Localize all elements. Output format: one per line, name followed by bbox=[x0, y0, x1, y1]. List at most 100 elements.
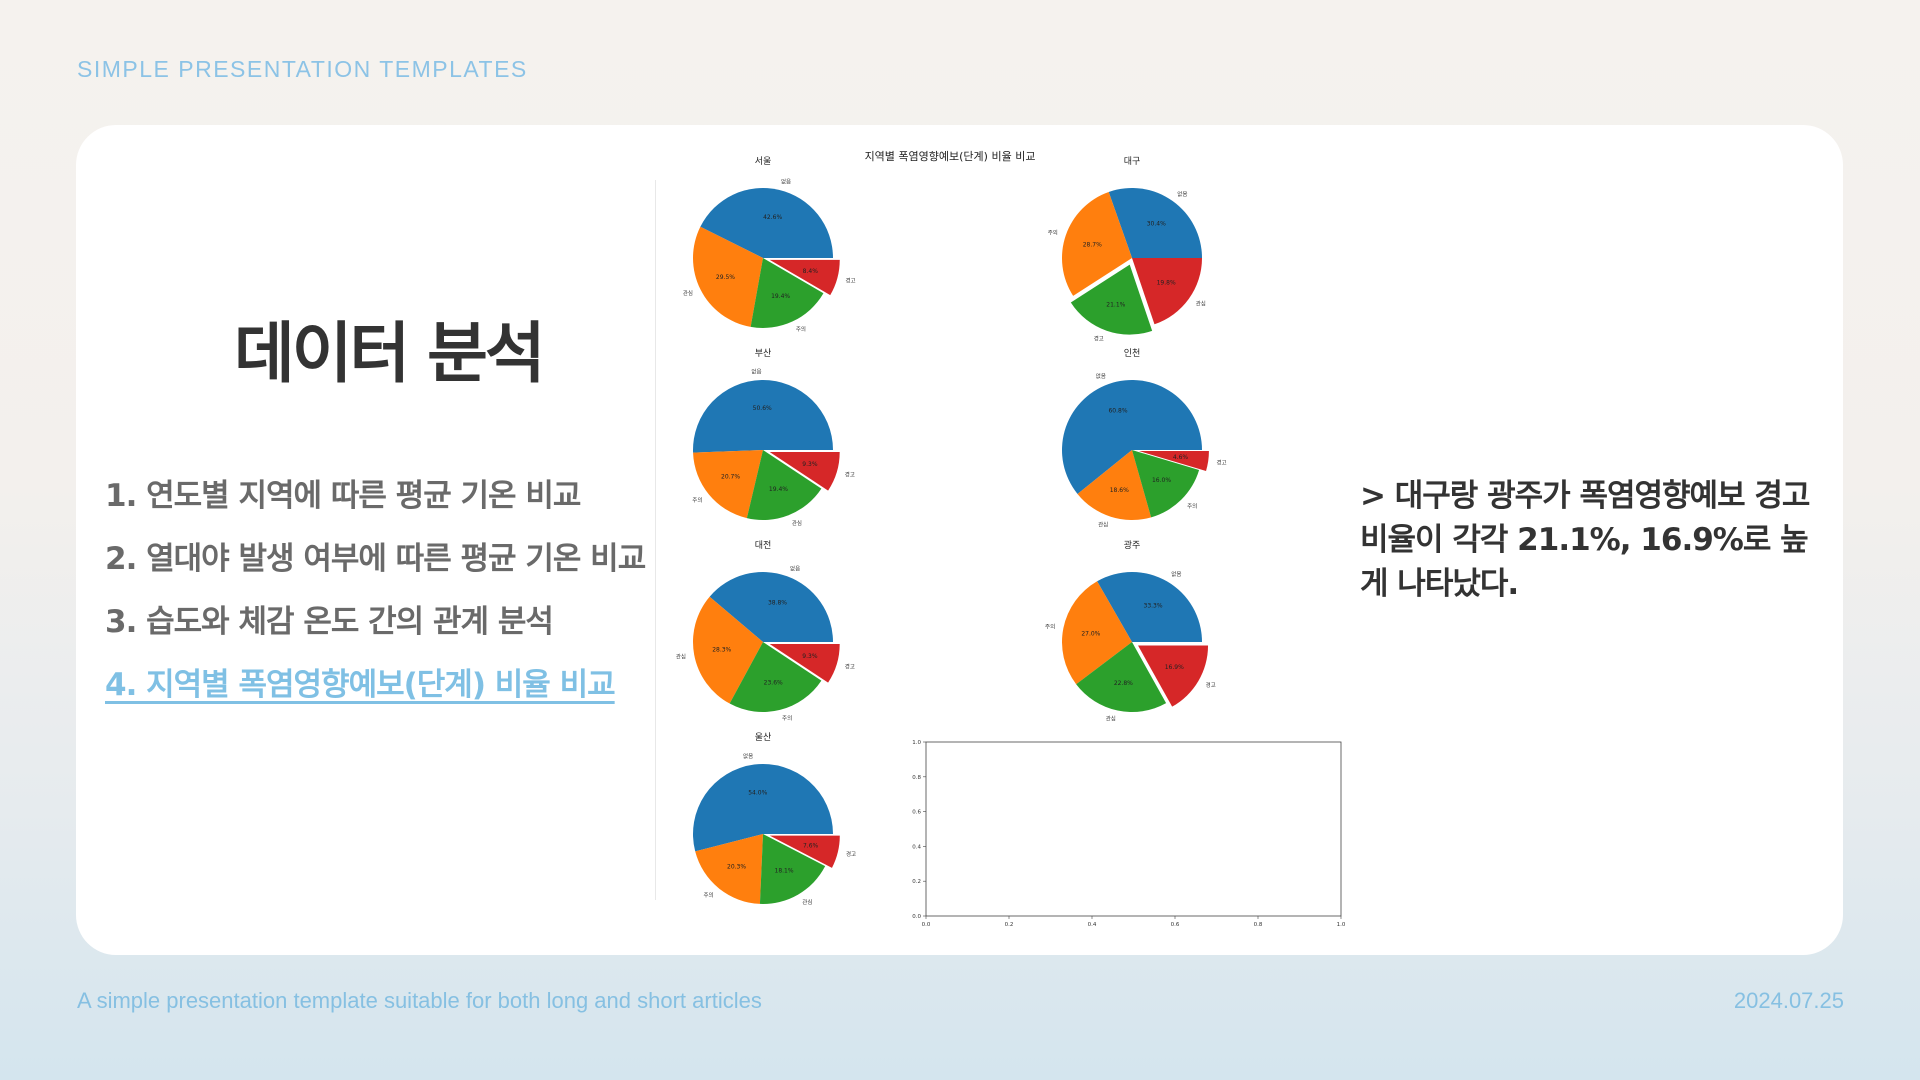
slice-percent: 27.0% bbox=[1081, 631, 1100, 638]
slice-label: 경고 bbox=[1094, 336, 1104, 343]
pie-slice bbox=[1132, 258, 1202, 325]
slice-label: 관심 bbox=[1106, 715, 1116, 723]
slice-label: 주의 bbox=[796, 326, 806, 333]
slice-percent: 29.5% bbox=[716, 274, 735, 281]
slice-percent: 60.8% bbox=[1108, 407, 1127, 414]
slice-percent: 23.6% bbox=[764, 680, 783, 687]
slice-label: 경고 bbox=[1217, 459, 1227, 466]
slice-label: 경고 bbox=[845, 664, 855, 671]
x-tick-label: 0.0 bbox=[922, 922, 931, 928]
pie-title: 대전 bbox=[755, 540, 772, 551]
agenda-item-1[interactable]: 1. 연도별 지역에 따른 평균 기온 비교 bbox=[105, 478, 581, 514]
slide-title: 데이터 분석 bbox=[234, 315, 546, 392]
slice-label: 관심 bbox=[1196, 300, 1206, 308]
y-tick-label: 0.6 bbox=[912, 810, 921, 816]
slice-label: 경고 bbox=[845, 472, 855, 479]
slice-label: 경고 bbox=[1206, 682, 1216, 689]
pie-slice bbox=[709, 572, 833, 642]
slice-label: 없음 bbox=[1171, 570, 1181, 578]
pie-3: 부산 50.6% 없음 20.7% 주의 19.4% 관심 9.3% 경고 bbox=[692, 348, 855, 527]
pie-title: 부산 bbox=[755, 348, 772, 359]
pie-slice bbox=[769, 835, 840, 868]
slice-label: 관심 bbox=[792, 519, 802, 527]
slice-label: 경고 bbox=[846, 851, 856, 858]
agenda-item-3[interactable]: 3. 습도와 체감 온도 간의 관계 분석 bbox=[105, 604, 554, 640]
pie-2: 대구 30.4% 없음 28.7% 주의 21.1% 경고 19.8% 관심 bbox=[1048, 156, 1206, 343]
pie-slice bbox=[1077, 450, 1152, 520]
figure-divider bbox=[655, 180, 656, 900]
pie-slice bbox=[693, 450, 763, 519]
slice-percent: 22.8% bbox=[1114, 680, 1133, 687]
slice-label: 없음 bbox=[781, 178, 791, 186]
pie-slice bbox=[700, 188, 833, 258]
pie-slice bbox=[750, 258, 824, 328]
pie-6: 광주 33.3% 없음 27.0% 주의 22.8% 관심 16.9% 경고 bbox=[1045, 539, 1216, 723]
pie-slice bbox=[746, 450, 822, 520]
chart-title: 지역별 폭염영향예보(단계) 비율 비교 bbox=[865, 150, 1036, 163]
pie-5: 대전 38.8% 없음 28.3% 관심 23.6% 주의 9.3% 경고 bbox=[676, 540, 855, 722]
pie-slice bbox=[729, 642, 822, 712]
slice-label: 관심 bbox=[802, 898, 812, 906]
slice-label: 관심 bbox=[683, 289, 693, 297]
pie-title: 광주 bbox=[1124, 539, 1141, 551]
slice-percent: 50.6% bbox=[753, 405, 772, 412]
agenda-item-4-active[interactable]: 4. 지역별 폭염영향예보(단계) 비율 비교 bbox=[105, 667, 616, 703]
pie-slice bbox=[1062, 191, 1132, 296]
pie-slice bbox=[769, 259, 840, 296]
pie-slice bbox=[693, 596, 763, 704]
pie-title: 대구 bbox=[1124, 156, 1141, 167]
slice-label: 없음 bbox=[743, 752, 753, 760]
y-tick-label: 1.0 bbox=[912, 740, 921, 746]
x-tick-label: 0.2 bbox=[1005, 922, 1014, 928]
slice-percent: 30.4% bbox=[1147, 221, 1166, 228]
slice-label: 주의 bbox=[703, 892, 713, 899]
pie-title: 인천 bbox=[1124, 348, 1141, 359]
slice-percent: 20.7% bbox=[721, 474, 740, 481]
footer-date: 2024.07.25 bbox=[1733, 988, 1844, 1013]
pie-slice bbox=[1097, 572, 1202, 642]
pie-chart-figure: 지역별 폭염영향예보(단계) 비율 비교 서울 42.6% 없음 29.5% 관심 19.… bbox=[666, 138, 1346, 930]
pie-slice bbox=[769, 644, 840, 683]
brand-label: SIMPLE PRESENTATION TEMPLATES bbox=[77, 56, 528, 82]
slice-label: 주의 bbox=[1048, 230, 1058, 237]
x-tick-label: 0.8 bbox=[1254, 922, 1263, 928]
slice-percent: 21.1% bbox=[1106, 301, 1125, 308]
slice-label: 없음 bbox=[1177, 190, 1187, 198]
pie-slice bbox=[695, 834, 763, 904]
slice-percent: 16.0% bbox=[1152, 477, 1171, 484]
pie-7: 울산 54.0% 없음 20.3% 주의 18.1% 관심 7.6% 경고 bbox=[693, 732, 856, 906]
slice-percent: 9.3% bbox=[802, 653, 818, 660]
pie-title: 울산 bbox=[755, 732, 772, 743]
slice-percent: 42.6% bbox=[763, 214, 782, 221]
slice-percent: 8.4% bbox=[803, 268, 819, 275]
pie-slice bbox=[1132, 450, 1200, 518]
slice-percent: 54.0% bbox=[748, 789, 767, 796]
slice-label: 없음 bbox=[751, 368, 761, 376]
agenda-item-2[interactable]: 2. 열대야 발생 여부에 따른 평균 기온 비교 bbox=[105, 541, 646, 577]
slice-percent: 9.3% bbox=[802, 461, 818, 468]
pie-slice bbox=[769, 452, 840, 491]
slice-label: 주의 bbox=[782, 715, 792, 722]
pie-slice bbox=[693, 226, 763, 327]
agenda-list: 1. 연도별 지역에 따른 평균 기온 비교 2. 열대야 발생 여부에 따른 … bbox=[105, 475, 646, 727]
pie-title: 서울 bbox=[755, 156, 772, 167]
slice-label: 주의 bbox=[1045, 623, 1055, 630]
pie-chart-svg: 지역별 폭염영향예보(단계) 비율 비교 서울 42.6% 없음 29.5% 관심 19.… bbox=[676, 150, 1346, 928]
axes-frame bbox=[925, 741, 1342, 917]
slice-percent: 19.4% bbox=[771, 293, 790, 300]
slice-percent: 19.8% bbox=[1157, 279, 1176, 286]
pie-slice bbox=[1138, 451, 1209, 471]
slice-percent: 16.9% bbox=[1165, 664, 1184, 671]
pie-slice bbox=[1062, 380, 1202, 494]
empty-axes: 0.0 0.2 0.4 0.6 0.8 1.0 0.0 0.2 0.4 0.6 0.8 1.0 bbox=[912, 740, 1346, 928]
y-tick-label: 0.4 bbox=[912, 844, 921, 850]
slice-percent: 38.8% bbox=[768, 600, 787, 607]
analysis-note: > 대구랑 광주가 폭염영향예보 경고 비율이 각각 21.1%, 16.9%로… bbox=[1360, 478, 1810, 602]
slice-percent: 28.7% bbox=[1083, 241, 1102, 248]
x-tick-label: 0.4 bbox=[1088, 922, 1097, 928]
y-tick-label: 0.2 bbox=[912, 879, 921, 885]
x-tick-label: 0.6 bbox=[1171, 922, 1180, 928]
slice-percent: 33.3% bbox=[1144, 603, 1163, 610]
slice-label: 경고 bbox=[845, 277, 855, 284]
slice-label: 주의 bbox=[1187, 503, 1197, 510]
